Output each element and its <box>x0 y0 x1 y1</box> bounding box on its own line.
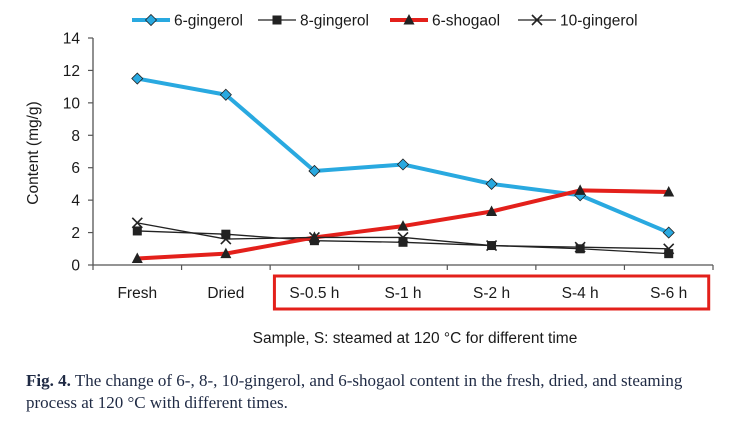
marker-x <box>486 239 498 252</box>
y-tick-label: 12 <box>63 63 80 80</box>
marker-diamond <box>485 177 498 190</box>
marker-x <box>220 233 232 245</box>
x-tick-label: S-1 h <box>384 285 421 302</box>
legend-label: 6-shogaol <box>432 13 500 30</box>
series-6-shogaol <box>131 184 675 264</box>
series-line-6-gingerol <box>136 76 670 235</box>
marker-x <box>131 217 143 229</box>
x-tick-label: S-2 h <box>473 285 510 302</box>
marker-square <box>398 237 408 247</box>
legend-label: 6-gingerol <box>174 13 243 30</box>
marker-square <box>221 229 231 239</box>
figure-caption: Fig. 4. The change of 6-, 8-, 10-gingero… <box>26 370 726 414</box>
x-tick-label: S-6 h <box>650 285 687 302</box>
legend: 6-gingerol 8-gingerol 6-shogaol 10-gingerol <box>132 13 638 30</box>
marker-triangle <box>397 220 409 231</box>
y-tick-label: 4 <box>71 193 80 210</box>
marker-diamond <box>662 226 675 239</box>
y-tick-label: 8 <box>71 128 80 145</box>
legend-label: 8-gingerol <box>300 13 369 30</box>
y-tick-label: 10 <box>63 95 81 112</box>
figure-label: Fig. 4. <box>26 371 71 390</box>
marker-triangle <box>574 184 586 195</box>
marker-diamond <box>219 88 232 101</box>
legend-item-10-gingerol: 10-gingerol <box>518 13 638 30</box>
x-tick-label: Fresh <box>117 285 157 302</box>
figure-caption-text: The change of 6-, 8-, 10-gingerol, and 6… <box>26 371 683 412</box>
x-axis-label: Sample, S: steamed at 120 °C for differe… <box>253 330 578 347</box>
y-tick-label: 6 <box>71 160 80 177</box>
legend-item-6-gingerol: 6-gingerol <box>132 13 243 30</box>
marker-square <box>664 249 674 259</box>
marker-triangle <box>220 247 232 259</box>
marker-square <box>575 244 585 254</box>
marker-triangle <box>131 252 143 264</box>
legend-label: 10-gingerol <box>560 13 638 30</box>
marker-x <box>574 241 586 253</box>
marker-diamond <box>144 13 158 27</box>
x-tick-label: S-4 h <box>562 285 599 302</box>
marker-x <box>531 14 543 26</box>
steamed-highlight-box <box>272 274 711 311</box>
x-tick-label: S-0.5 h <box>289 285 339 302</box>
x-tick-label: Dried <box>207 285 244 302</box>
marker-triangle <box>663 186 675 197</box>
legend-item-6-shogaol: 6-shogaol <box>390 13 500 30</box>
marker-x <box>663 243 675 255</box>
marker-square <box>132 226 142 236</box>
marker-diamond <box>396 158 410 171</box>
marker-x <box>308 231 320 244</box>
series-layer <box>131 72 675 264</box>
marker-diamond <box>131 72 144 85</box>
series-10-gingerol <box>131 217 675 255</box>
y-tick-label: 0 <box>71 258 80 275</box>
y-tick-label: 2 <box>71 225 80 242</box>
y-axis-label: Content (mg/g) <box>25 101 42 204</box>
series-6-gingerol <box>131 72 675 239</box>
marker-triangle <box>403 14 415 25</box>
y-tick-label: 14 <box>63 31 81 48</box>
marker-square <box>272 15 282 25</box>
marker-triangle <box>486 205 498 216</box>
marker-diamond <box>308 164 321 178</box>
legend-item-8-gingerol: 8-gingerol <box>258 13 369 30</box>
highlight-box-group <box>272 274 711 311</box>
marker-x <box>397 231 409 244</box>
axes: 0 2 4 6 8 10 12 14 Fresh Dried S-0.5 h S-1 h S-2 h S-… <box>63 31 714 302</box>
